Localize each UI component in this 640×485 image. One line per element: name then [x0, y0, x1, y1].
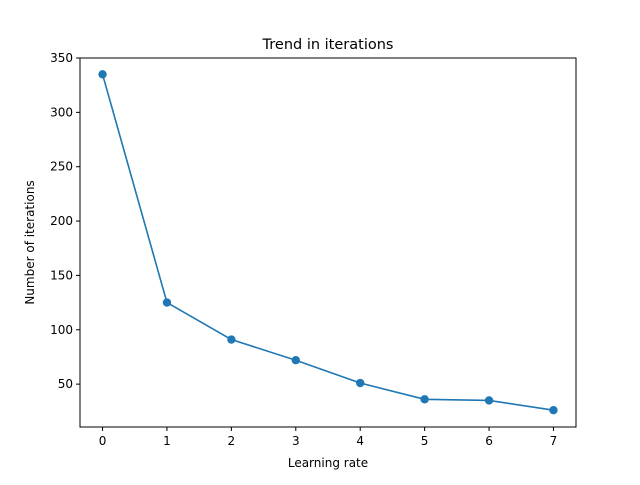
data-point: [227, 335, 236, 344]
data-point: [356, 378, 365, 388]
data-point: [98, 70, 107, 79]
x-tick-label: 5: [421, 434, 429, 448]
data-point: [484, 396, 494, 405]
series-line: [101, 74, 554, 411]
y-axis: 50 100 150 200 250 300 350: [50, 51, 80, 391]
x-tick-label: 3: [292, 434, 300, 448]
y-tick-label: 200: [50, 214, 73, 228]
data-point: [549, 406, 558, 415]
chart-title: Trend in iterations: [262, 37, 394, 53]
x-tick-label: 0: [99, 434, 107, 448]
x-tick-label: 1: [163, 434, 171, 448]
data-point: [162, 298, 172, 307]
y-tick-label: 300: [50, 105, 73, 119]
y-tick-label: 350: [50, 51, 73, 65]
y-tick-label: 100: [50, 323, 73, 337]
y-tick-label: 150: [50, 268, 73, 282]
plot-area: [79, 57, 577, 428]
y-axis-title: Number of iterations: [23, 180, 37, 304]
data-point: [291, 356, 300, 365]
x-tick-label: 2: [228, 434, 236, 448]
data-point: [420, 395, 429, 404]
x-tick-label: 6: [485, 434, 493, 448]
y-tick-label: 50: [58, 377, 73, 391]
data-series: [98, 70, 558, 415]
y-tick-label: 250: [50, 160, 73, 174]
x-tick-label: 4: [356, 434, 364, 448]
x-axis: 0 1 2 3 4 5 6 7: [99, 427, 558, 448]
x-axis-title: Learning rate: [288, 456, 368, 470]
x-tick-label: 7: [550, 434, 558, 448]
